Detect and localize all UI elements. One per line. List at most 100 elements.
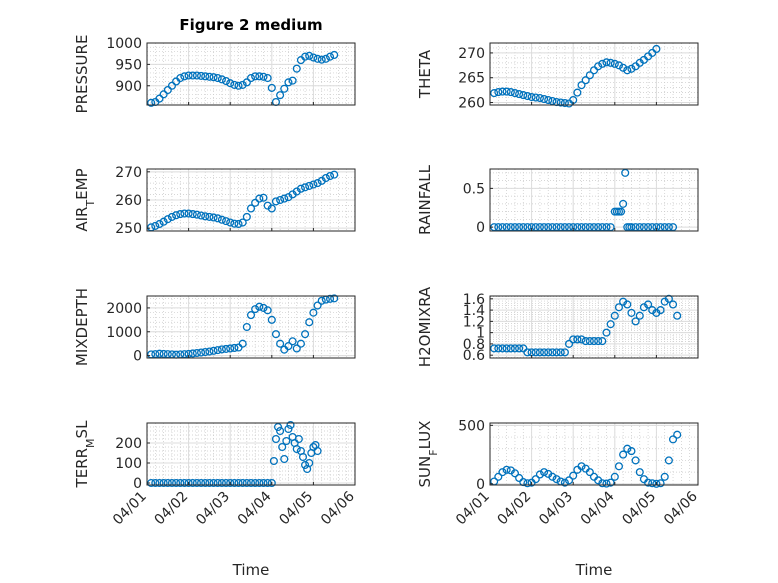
data-point [585,71,594,80]
axes-box [146,422,356,486]
data-point [155,219,164,229]
data-point [167,478,177,488]
data-point [305,181,314,190]
data-point [180,209,189,218]
data-point [635,311,644,320]
plot-area [490,296,698,358]
data-point [180,72,189,81]
axes-box [489,42,699,106]
data-point [556,98,565,107]
x-axis-label-left: Time [232,561,270,579]
data-point [498,468,507,477]
data-point [552,475,561,484]
subplot-mixdepth: 0 1000 2000 MIXDEPTH [73,288,356,366]
data-point [269,456,278,466]
subplot-rainfall: 0 0.5 RAINFALL [416,164,699,236]
data-point [205,478,214,488]
y-tick-label: 260 [115,193,142,209]
data-point [535,470,544,479]
data-point [602,328,611,337]
data-point [280,84,289,93]
data-point [614,61,624,70]
data-point [540,94,549,104]
data-point [648,479,657,488]
data-point [217,75,226,84]
data-point [498,87,507,96]
data-point [288,337,297,346]
axes-box [146,42,356,106]
data-point [510,469,520,478]
y-tick-label: 270 [458,46,485,62]
data-point [276,339,285,348]
data-point [623,444,632,453]
data-point [188,71,197,80]
y-tick-label: 100 [115,456,142,472]
subplot-h2omixra: 0.60.811.21.41.6 H2OMIXRA [416,286,699,367]
data-point [569,335,578,344]
data-point [619,199,628,208]
data-point [284,342,293,351]
data-point [163,215,172,224]
axes-box [489,295,699,359]
y-tick-label: 0 [476,220,485,236]
data-point [556,348,565,357]
data-point [288,76,297,85]
data-point [598,479,607,488]
y-tick-label: 1000 [106,325,142,341]
data-point [267,83,276,92]
data-point [263,478,272,488]
data-point [172,211,181,220]
data-point [234,478,243,488]
data-point [631,317,640,326]
data-point [577,81,586,90]
data-point [321,173,330,183]
data-point [330,170,339,179]
data-point [267,478,276,488]
data-point [510,89,520,98]
axes-box [489,422,699,486]
data-point [242,212,251,221]
data-point [502,465,511,474]
data-point [619,63,628,72]
data-point [238,478,247,488]
y-axis-label: TERRMSL [73,420,97,489]
data-point [305,51,314,60]
data-point [188,478,197,488]
subplot-pressure: 900 950 1000 PRESSURE [73,35,356,113]
data-point [301,330,310,339]
data-point [313,179,322,188]
data-point [627,308,636,317]
data-point [325,171,335,181]
y-tick-label: 0.5 [463,181,485,197]
data-point [544,95,553,105]
data-point [527,93,536,102]
data-point [606,320,615,329]
plot-area [147,296,355,358]
data-point [519,91,528,100]
data-point [251,198,260,207]
data-point [221,344,231,353]
data-point [506,344,515,353]
data-point [305,318,314,327]
data-point [490,344,499,353]
data-point [184,209,193,218]
data-point [151,221,160,230]
data-point [325,294,335,303]
data-point [631,456,640,465]
data-point [276,91,285,100]
data-point [294,434,303,444]
data-point [635,468,644,477]
data-point [292,444,301,454]
data-point [176,478,185,488]
data-point [305,458,314,468]
data-point [155,478,164,488]
data-point [172,478,181,488]
data-point [490,89,499,98]
y-axis-label: SUNFLUX [416,421,440,488]
data-point [226,478,235,488]
data-point [560,348,569,357]
axes-box [146,295,356,359]
data-point [255,478,264,488]
y-tick-label: 1.2 [463,314,485,330]
y-tick-label: 500 [458,418,485,434]
